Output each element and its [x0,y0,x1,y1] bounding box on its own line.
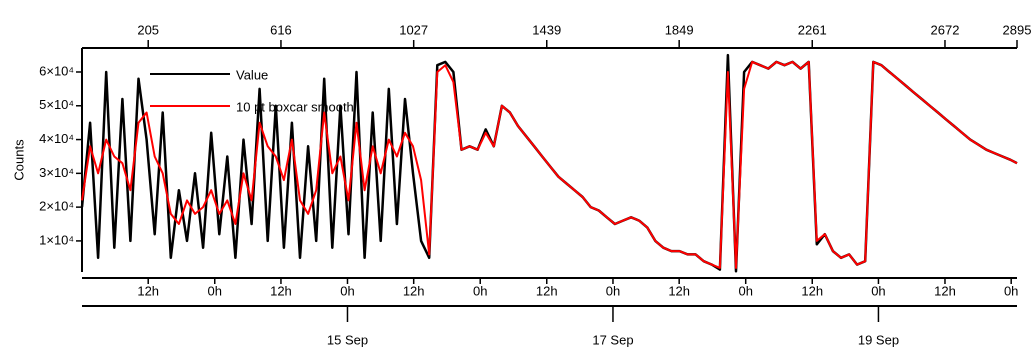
top-tick-label: 616 [270,22,292,37]
x-tick-label: 12h [668,283,690,298]
y-tick-label: 1×10⁴ [39,232,74,247]
x-tick-label: 0h [340,283,354,298]
top-tick-label: 1849 [665,22,694,37]
legend-label: 10 pt boxcar smooth [236,99,354,114]
x-tick-label: 12h [270,283,292,298]
top-tick-label: 1439 [532,22,561,37]
y-tick-label: 2×10⁴ [39,199,74,214]
top-tick-label: 2672 [931,22,960,37]
x-tick-label: 0h [208,283,222,298]
y-tick-label: 5×10⁴ [39,97,74,112]
top-tick-label: 2895 [1003,22,1032,37]
y-axis-title: Counts [11,139,26,181]
date-tick-label: 15 Sep [327,332,368,347]
series-line [81,60,1018,269]
date-tick-label: 17 Sep [592,332,633,347]
x-tick-label: 12h [801,283,823,298]
x-tick-label: 12h [137,283,159,298]
top-tick-label: 205 [137,22,159,37]
y-tick-label: 3×10⁴ [39,165,74,180]
y-tick-label: 4×10⁴ [39,131,74,146]
date-tick-label: 19 Sep [858,332,899,347]
legend-label: Value [236,67,268,82]
x-tick-label: 0h [738,283,752,298]
x-tick-label: 12h [536,283,558,298]
top-tick-label: 2261 [798,22,827,37]
x-tick-label: 0h [871,283,885,298]
series-line [80,53,1018,273]
x-tick-label: 12h [934,283,956,298]
x-tick-label: 0h [1004,283,1018,298]
y-tick-label: 6×10⁴ [39,63,74,78]
x-tick-label: 0h [606,283,620,298]
x-tick-label: 0h [473,283,487,298]
top-tick-label: 1027 [399,22,428,37]
x-tick-label: 12h [403,283,425,298]
